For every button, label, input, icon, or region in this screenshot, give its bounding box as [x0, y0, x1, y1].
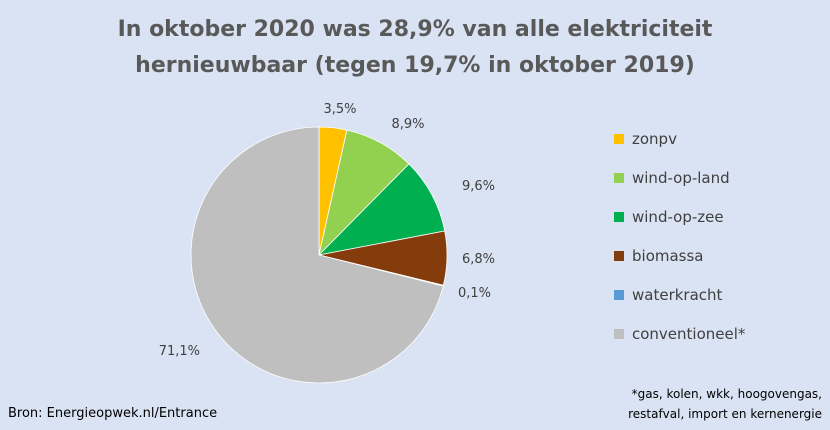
pie-data-labels: 3,5% 8,9% 9,6% 6,8% 0,1% 71,1%: [159, 102, 495, 359]
footnote-line-2: restafval, import en kernenergie: [628, 407, 822, 421]
legend-swatch-zonpv: [614, 134, 624, 144]
pie-slice-wind-op-zee: [317, 163, 446, 256]
legend-swatch-biomassa: [614, 251, 624, 261]
chart-title-line-2: hernieuwbaar (tegen 19,7% in oktober 201…: [135, 53, 695, 78]
footnote-line-1: *gas, kolen, wkk, hoogovengas,: [632, 387, 822, 401]
data-label-waterkracht: 0,1%: [458, 286, 491, 301]
source-note: Bron: Energieopwek.nl/Entrance: [8, 406, 217, 421]
data-label-biomassa: 6,8%: [462, 252, 495, 267]
legend-label-wind-op-zee: wind-op-zee: [632, 208, 724, 226]
legend-label-biomassa: biomassa: [632, 247, 704, 265]
legend-swatch-conventioneel: [614, 329, 624, 339]
legend-label-wind-op-land: wind-op-land: [632, 169, 730, 187]
pie-slice-conventioneel: [190, 126, 444, 384]
data-label-conventioneel: 71,1%: [159, 344, 200, 359]
data-label-zonpv: 3,5%: [323, 102, 356, 117]
legend-label-conventioneel: conventioneel*: [632, 325, 746, 343]
pie-slices: [190, 126, 448, 384]
chart-title-line-1: In oktober 2020 was 28,9% van alle elekt…: [118, 17, 713, 42]
legend-swatch-wind-op-zee: [614, 212, 624, 222]
legend-label-waterkracht: waterkracht: [632, 286, 723, 304]
legend-swatch-wind-op-land: [614, 173, 624, 183]
legend-label-zonpv: zonpv: [632, 130, 677, 148]
data-label-wind-op-land: 8,9%: [391, 117, 424, 132]
chart-legend: zonpv wind-op-land wind-op-zee biomassa wate…: [614, 130, 746, 343]
data-label-wind-op-zee: 9,6%: [462, 179, 495, 194]
legend-swatch-waterkracht: [614, 290, 624, 300]
